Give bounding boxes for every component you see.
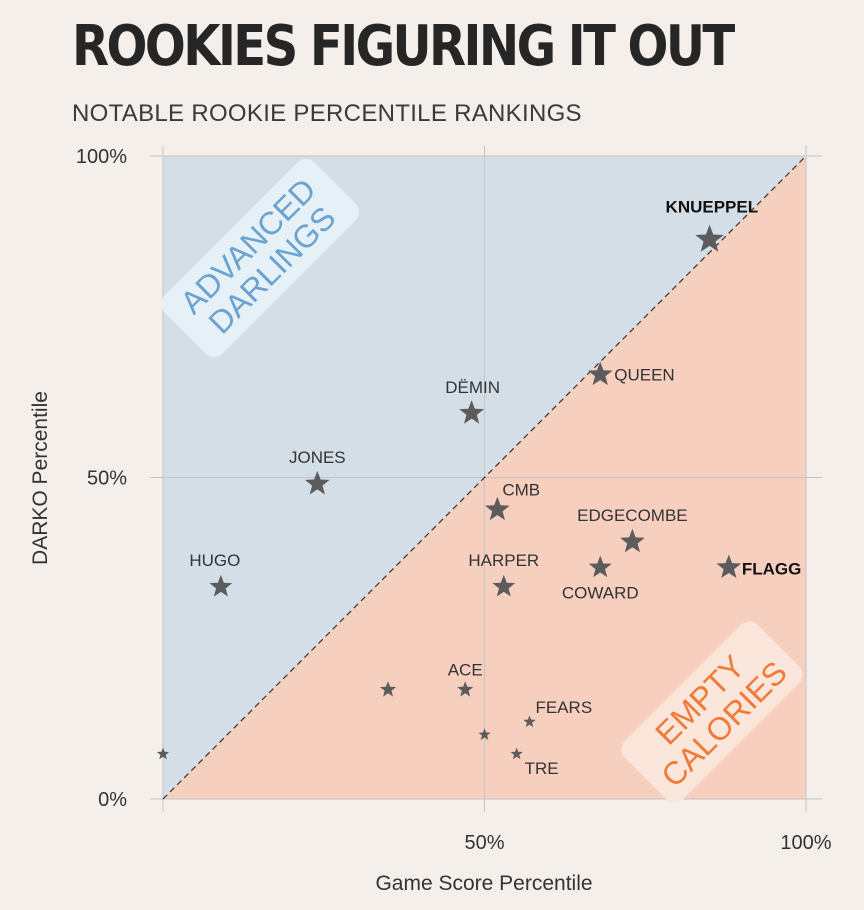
- data-point-star: [492, 574, 516, 597]
- data-point-star: [620, 528, 645, 553]
- data-points: [156, 224, 742, 760]
- y-tick-label: 100%: [76, 146, 127, 168]
- point-label: HUGO: [189, 551, 240, 570]
- point-label: FEARS: [536, 698, 593, 717]
- y-axis-label: DARKO Percentile: [29, 391, 52, 565]
- data-point-star: [379, 681, 397, 697]
- data-point-star: [478, 728, 491, 740]
- x-tick-label: 50%: [464, 832, 504, 854]
- chart-title: ROOKIES FIGURING IT OUT: [72, 14, 735, 79]
- point-label: DËMIN: [445, 378, 500, 397]
- advanced-callout-box: [161, 159, 359, 357]
- data-point-star: [304, 470, 330, 495]
- point-label: KNUEPPEL: [666, 198, 759, 217]
- data-point-star: [209, 574, 233, 597]
- x-tick-label: 100%: [780, 832, 831, 854]
- empty-callout-box: [621, 621, 803, 803]
- point-labels: KNUEPPEL QUEEN DËMIN JONES CMB EDGECOMBE FLAGG…: [189, 198, 801, 778]
- point-label: QUEEN: [614, 366, 674, 385]
- data-point-star: [510, 747, 523, 760]
- point-label: JONES: [289, 448, 346, 467]
- y-tick-label: 50%: [87, 468, 127, 490]
- data-point-star: [459, 400, 484, 424]
- data-point-star: [523, 715, 536, 728]
- data-point-star: [695, 224, 724, 252]
- point-label: CMB: [502, 481, 540, 500]
- point-label: FLAGG: [742, 560, 802, 579]
- gridlines: [150, 146, 822, 812]
- point-label: COWARD: [562, 584, 639, 603]
- diagonal-reference-line: [162, 155, 807, 800]
- data-point-star: [588, 555, 612, 578]
- point-label: EDGECOMBE: [577, 506, 688, 525]
- x-axis-label: Game Score Percentile: [375, 872, 592, 895]
- point-label: TRE: [525, 759, 559, 778]
- axis-ticks: 50% 100% 0% 50% 100%: [76, 146, 832, 854]
- point-label: ACE: [448, 661, 483, 680]
- data-point-star: [587, 361, 613, 386]
- chart-subtitle: NOTABLE ROOKIE PERCENTILE RANKINGS: [72, 100, 582, 127]
- data-point-star: [485, 496, 510, 521]
- data-point-star: [716, 554, 742, 579]
- data-point-star: [156, 747, 170, 760]
- data-point-star: [457, 681, 474, 697]
- y-tick-label: 0%: [98, 789, 127, 811]
- point-label: HARPER: [468, 551, 539, 570]
